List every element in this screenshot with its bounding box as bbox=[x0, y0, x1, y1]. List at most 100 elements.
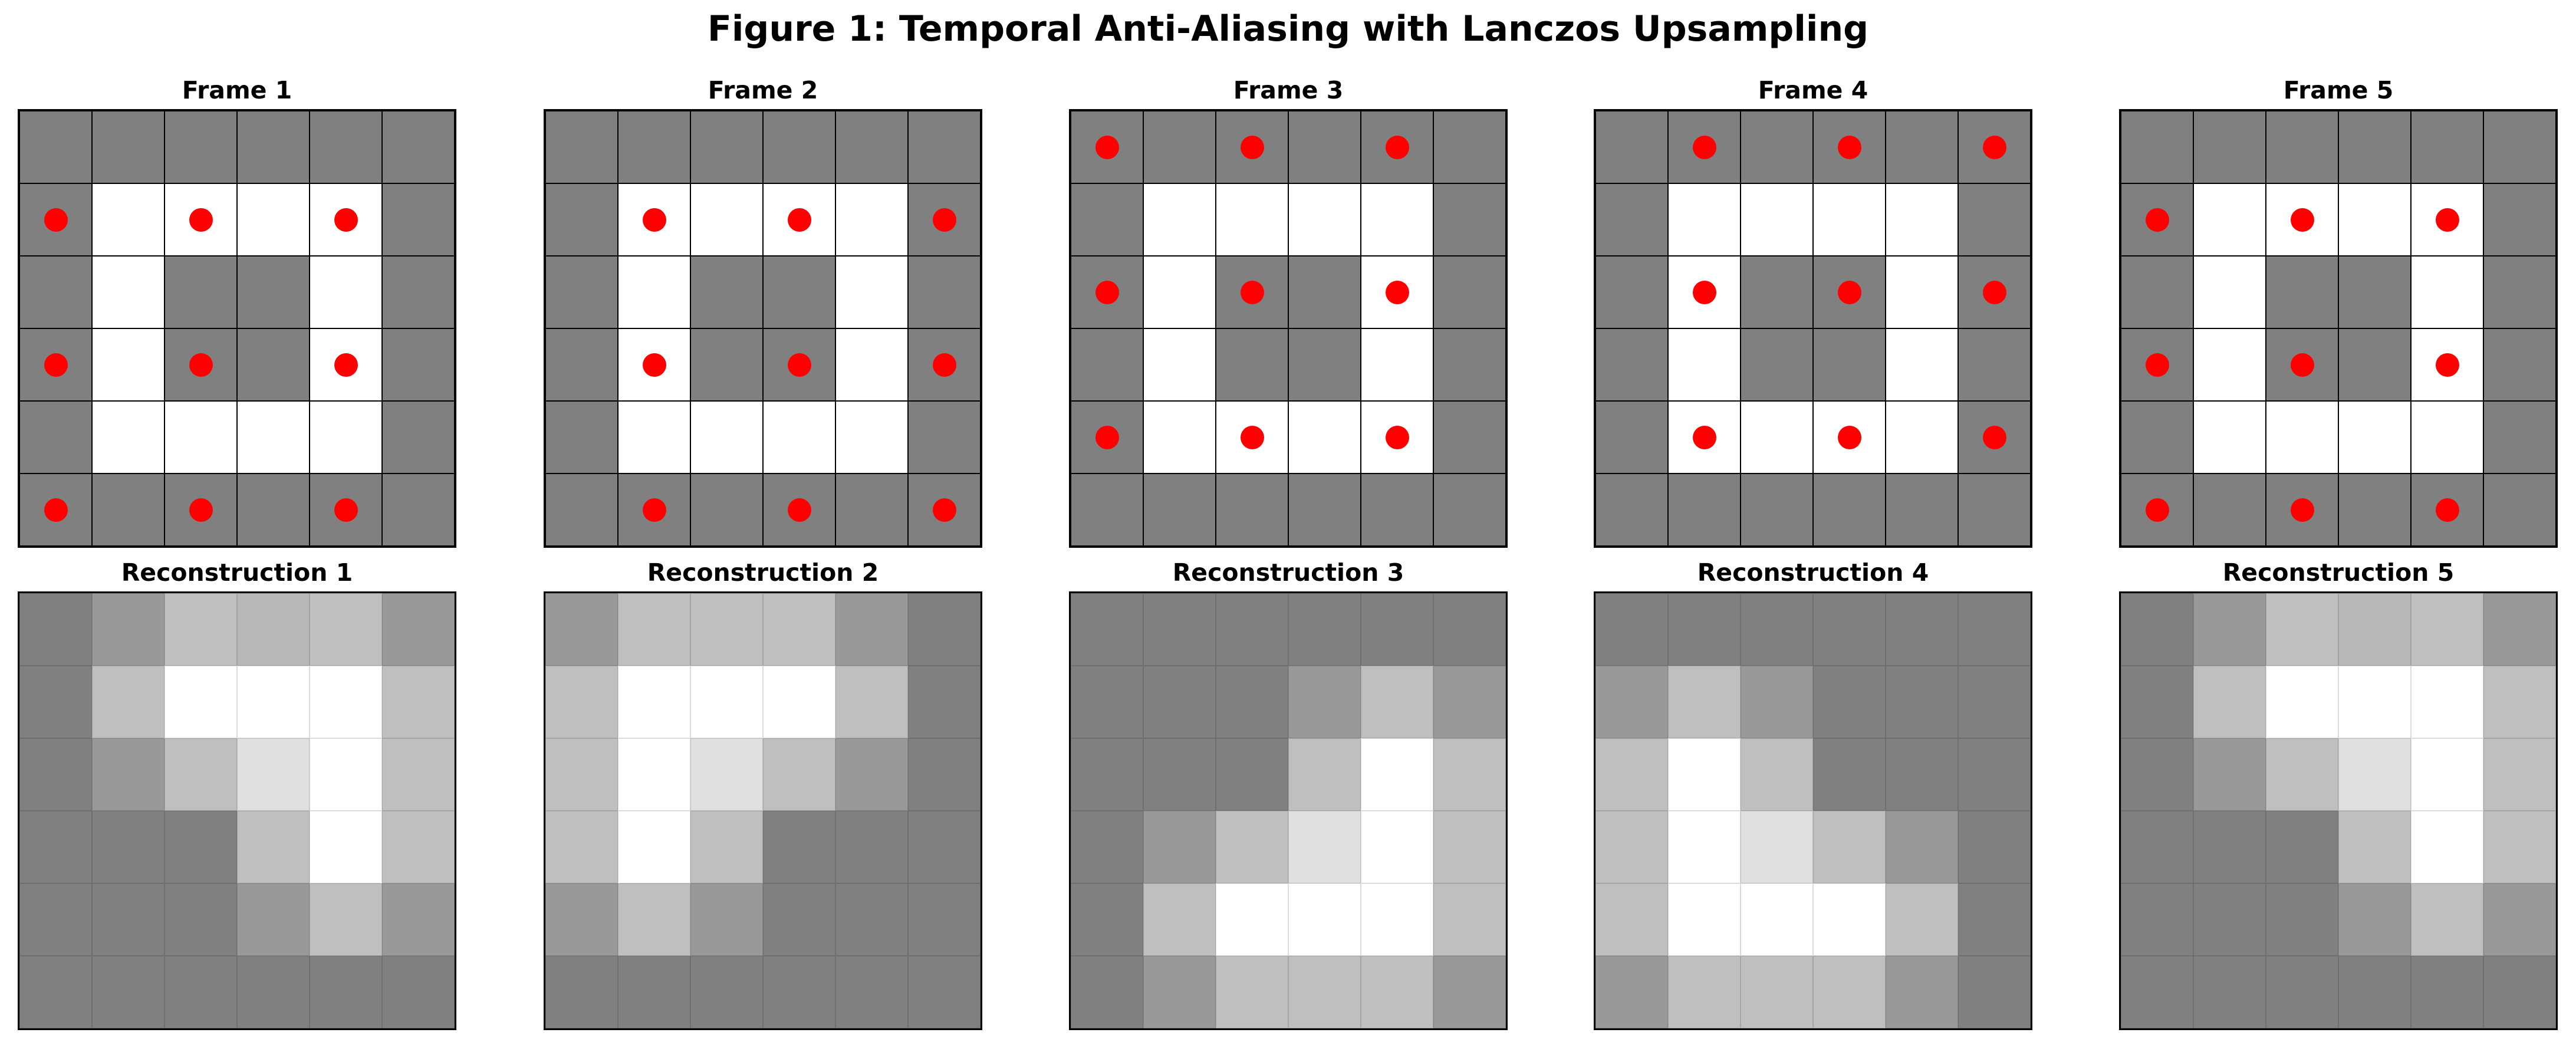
frame-cell bbox=[1143, 401, 1216, 473]
frame-cell bbox=[1361, 183, 1433, 256]
reconstruction-cell bbox=[92, 738, 165, 811]
reconstruction-cell bbox=[1433, 738, 1506, 811]
reconstruction-cell bbox=[618, 956, 690, 1028]
frame-cell bbox=[1288, 111, 1361, 183]
frame-cell bbox=[310, 473, 382, 546]
frame-cell bbox=[1288, 328, 1361, 401]
frame-cell bbox=[908, 401, 981, 473]
frame-cell bbox=[2483, 111, 2556, 183]
reconstruction-cell bbox=[690, 666, 763, 738]
frame-cell bbox=[1071, 111, 1143, 183]
frame-cell bbox=[382, 328, 455, 401]
reconstruction-cell bbox=[310, 811, 382, 883]
sample-dot bbox=[2290, 498, 2314, 522]
reconstruction-cell bbox=[1361, 593, 1433, 666]
reconstruction-cell bbox=[165, 956, 237, 1028]
reconstruction-cell bbox=[237, 593, 310, 666]
frame-cell bbox=[1668, 256, 1741, 328]
sample-dot bbox=[1837, 425, 1861, 449]
frame-cell bbox=[19, 473, 92, 546]
sample-dot bbox=[2290, 208, 2314, 232]
reconstruction-cell bbox=[2121, 811, 2193, 883]
reconstruction-cell bbox=[2483, 593, 2556, 666]
reconstruction-cell bbox=[237, 956, 310, 1028]
sample-dot bbox=[1837, 280, 1861, 304]
frame-cell bbox=[1886, 111, 1958, 183]
frame-cell bbox=[2483, 473, 2556, 546]
sample-dot bbox=[1095, 425, 1119, 449]
reconstruction-cell bbox=[1071, 666, 1143, 738]
reconstruction-cell bbox=[1361, 956, 1433, 1028]
reconstruction-cell bbox=[1886, 593, 1958, 666]
reconstruction-cell bbox=[310, 666, 382, 738]
reconstruction-cell bbox=[92, 956, 165, 1028]
reconstruction-cell bbox=[1813, 956, 1886, 1028]
frame-cell bbox=[545, 328, 618, 401]
frame-cell bbox=[1361, 473, 1433, 546]
frame-cell bbox=[1288, 473, 1361, 546]
reconstruction-cell bbox=[1741, 666, 1813, 738]
frame-cell bbox=[1433, 401, 1506, 473]
frame-cell bbox=[92, 473, 165, 546]
frame-cell bbox=[310, 183, 382, 256]
frame-grid bbox=[1594, 109, 2032, 548]
reconstruction-cell bbox=[1595, 738, 1668, 811]
reconstruction-cell bbox=[2338, 956, 2411, 1028]
reconstruction-cell bbox=[310, 883, 382, 956]
reconstruction-cell bbox=[382, 666, 455, 738]
reconstruction-cell bbox=[1143, 593, 1216, 666]
frame-title: Frame 3 bbox=[1233, 76, 1344, 104]
frame-cell bbox=[19, 111, 92, 183]
reconstruction-cell bbox=[237, 811, 310, 883]
reconstruction-cell bbox=[1668, 666, 1741, 738]
frame-cell bbox=[1668, 111, 1741, 183]
frame-cell bbox=[690, 473, 763, 546]
reconstruction-cell bbox=[835, 593, 908, 666]
reconstruction-cell bbox=[1813, 666, 1886, 738]
sample-dot bbox=[1837, 135, 1861, 159]
frame-cell bbox=[1813, 111, 1886, 183]
reconstruction-cell bbox=[382, 956, 455, 1028]
reconstruction-cell bbox=[2411, 666, 2483, 738]
frame-cell bbox=[1071, 473, 1143, 546]
sample-dot bbox=[2145, 498, 2169, 522]
sample-dot bbox=[44, 208, 68, 232]
frame-cell bbox=[1668, 473, 1741, 546]
frame-cell bbox=[165, 183, 237, 256]
sample-dot bbox=[1385, 425, 1409, 449]
frame-cell bbox=[763, 328, 835, 401]
frame-cell bbox=[1813, 401, 1886, 473]
reconstruction-cell bbox=[1595, 666, 1668, 738]
reconstruction-cell bbox=[1216, 666, 1288, 738]
reconstruction-cell bbox=[1668, 593, 1741, 666]
frame-cell bbox=[2411, 401, 2483, 473]
reconstruction-cell bbox=[1288, 738, 1361, 811]
reconstruction-cell bbox=[1813, 811, 1886, 883]
reconstruction-cell bbox=[1288, 883, 1361, 956]
reconstruction-cell bbox=[2338, 811, 2411, 883]
frame-cell bbox=[2338, 111, 2411, 183]
frame-cell bbox=[19, 183, 92, 256]
reconstruction-cell bbox=[1433, 883, 1506, 956]
frame-cell bbox=[1668, 183, 1741, 256]
sample-dot bbox=[2435, 353, 2459, 377]
sample-dot bbox=[642, 353, 666, 377]
frame-cell bbox=[1433, 256, 1506, 328]
reconstruction-cell bbox=[165, 593, 237, 666]
reconstruction-grid bbox=[544, 591, 982, 1030]
sample-dot bbox=[189, 498, 213, 522]
reconstruction-cell bbox=[2193, 811, 2266, 883]
frame-cell bbox=[1595, 473, 1668, 546]
frame-cell bbox=[2483, 401, 2556, 473]
frame-cell bbox=[1813, 328, 1886, 401]
frame-cell bbox=[835, 183, 908, 256]
sample-dot bbox=[1240, 135, 1264, 159]
frame-cell bbox=[1361, 401, 1433, 473]
frame-cell bbox=[1143, 183, 1216, 256]
reconstruction-cell bbox=[2411, 738, 2483, 811]
reconstruction-cell bbox=[835, 956, 908, 1028]
reconstruction-cell bbox=[1071, 593, 1143, 666]
reconstruction-cell bbox=[2121, 956, 2193, 1028]
reconstruction-cell bbox=[2483, 666, 2556, 738]
reconstruction-cell bbox=[1595, 883, 1668, 956]
